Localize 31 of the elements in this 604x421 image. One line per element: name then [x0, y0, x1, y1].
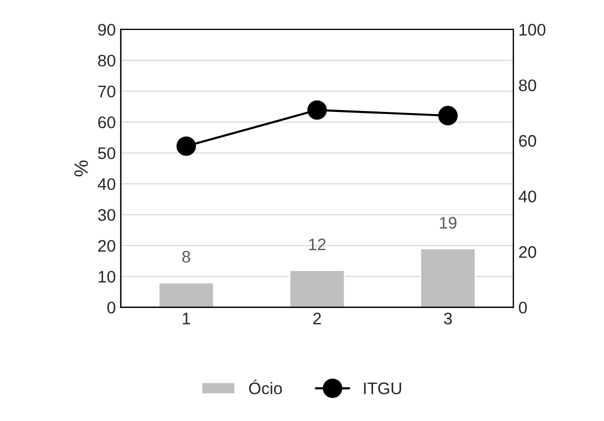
point	[438, 106, 458, 126]
y-tick-label: 90	[98, 24, 116, 36]
y2-tick-label: 80	[518, 79, 536, 92]
point	[176, 136, 196, 156]
y-tick-label: 70	[98, 86, 116, 98]
y-tick-label: 10	[98, 270, 116, 283]
y-tick-label: 80	[98, 54, 116, 67]
x-tick-label: 3	[444, 312, 452, 324]
y-tick-label: 0	[107, 302, 116, 314]
y2-tick-label: 100	[520, 24, 546, 36]
bar	[158, 282, 214, 308]
data-label: 8	[182, 250, 190, 263]
bar	[288, 270, 346, 308]
y2-tick-label: 20	[519, 246, 536, 258]
y2-tick-label: 60	[519, 135, 536, 147]
point	[307, 100, 327, 120]
data-label: 12	[309, 238, 326, 250]
y2-tick-label: 0	[518, 302, 527, 314]
y-tick-label: 30	[98, 209, 116, 221]
y-tick-label: 60	[98, 116, 116, 128]
legend-label: Ócio	[249, 380, 282, 394]
x-tick-label: 2	[313, 312, 321, 324]
data-label: 19	[440, 216, 456, 229]
legend-label: ITGU	[364, 382, 402, 394]
x-tick-label: 1	[182, 312, 190, 324]
y2-tick-label: 40	[518, 190, 536, 202]
bar	[420, 248, 476, 308]
y-tick-label: 20	[98, 240, 116, 252]
y-axis-title: %	[74, 160, 88, 176]
y-tick-label: 50	[98, 147, 116, 160]
y-tick-label: 40	[98, 178, 116, 190]
